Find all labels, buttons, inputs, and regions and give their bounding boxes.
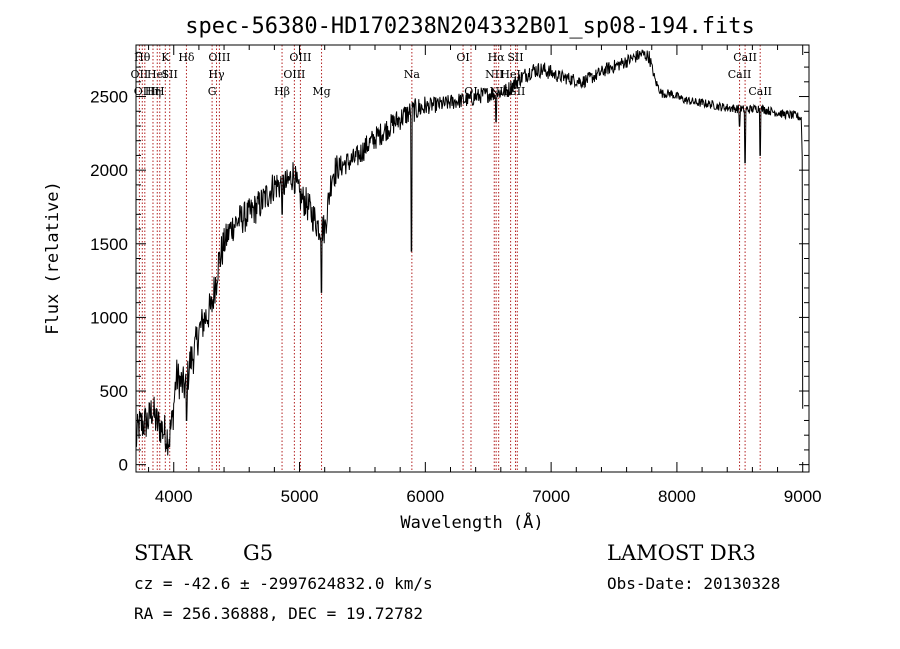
line-marker-label: OIII — [134, 85, 156, 98]
y-axis-ticks: 0 500 1000 1500 2000 2500 — [90, 51, 809, 475]
line-marker-label: Hδ — [178, 51, 195, 64]
line-marker-label: HeI — [147, 68, 167, 81]
line-marker-label: NII — [485, 68, 503, 81]
object-subclass: G5 — [243, 541, 273, 565]
line-marker-label: OIII — [289, 51, 311, 64]
y-tick-label: 2500 — [90, 88, 128, 107]
line-marker-label: OI — [456, 51, 469, 64]
x-axis-label: Wavelength (Å) — [400, 511, 543, 533]
x-tick-label: 5000 — [281, 487, 319, 506]
x-tick-label: 4000 — [155, 487, 193, 506]
line-marker-label: OIII — [208, 51, 230, 64]
line-marker-label: Mg — [312, 85, 330, 98]
x-tick-label: 9000 — [784, 487, 822, 506]
line-marker-label: Na — [404, 68, 421, 81]
line-marker-labels: OIIHθOIIIHηHeIHKSIIHδGHγOIIIHβOIIIOIIIMg… — [131, 51, 772, 98]
line-marker-label: CaII — [733, 51, 757, 64]
y-tick-label: 1500 — [90, 235, 128, 254]
x-axis-ticks: 4000 5000 6000 7000 8000 9000 — [148, 45, 822, 506]
line-marker-label: H — [155, 85, 165, 98]
y-tick-label: 0 — [119, 456, 128, 475]
line-marker-label: Hα — [488, 51, 506, 64]
line-marker-label: Hθ — [134, 51, 151, 64]
x-tick-label: 6000 — [406, 487, 444, 506]
line-marker-label: SII — [162, 68, 178, 81]
line-marker-label: Hβ — [274, 85, 290, 98]
spectrum-line — [135, 49, 804, 456]
y-axis-label: Flux (relative) — [43, 181, 63, 335]
redshift-readout: cz = -42.6 ± -2997624832.0 km/s — [134, 574, 433, 593]
x-tick-label: 7000 — [532, 487, 570, 506]
chart-title: spec-56380-HD170238N204332B01_sp08-194.f… — [185, 14, 755, 39]
survey-name: LAMOST DR3 — [607, 541, 756, 565]
y-tick-label: 500 — [100, 382, 128, 401]
line-marker-label: Hγ — [208, 68, 225, 81]
object-class: STAR — [134, 541, 193, 565]
line-marker-label: CaII — [728, 68, 752, 81]
line-marker-label: K — [161, 51, 170, 64]
line-marker-label: CaII — [748, 85, 772, 98]
radec-readout: RA = 256.36888, DEC = 19.72782 — [134, 604, 423, 623]
line-marker-label: OII — [131, 68, 149, 81]
y-tick-label: 2000 — [90, 161, 128, 180]
obs-date: Obs-Date: 20130328 — [607, 574, 780, 593]
x-tick-label: 8000 — [658, 487, 696, 506]
line-marker-label: OIII — [283, 68, 305, 81]
line-marker-label: Hη — [145, 85, 161, 98]
line-marker-label: SII — [507, 51, 523, 64]
y-tick-label: 1000 — [90, 308, 128, 327]
line-marker-label: G — [208, 85, 217, 98]
